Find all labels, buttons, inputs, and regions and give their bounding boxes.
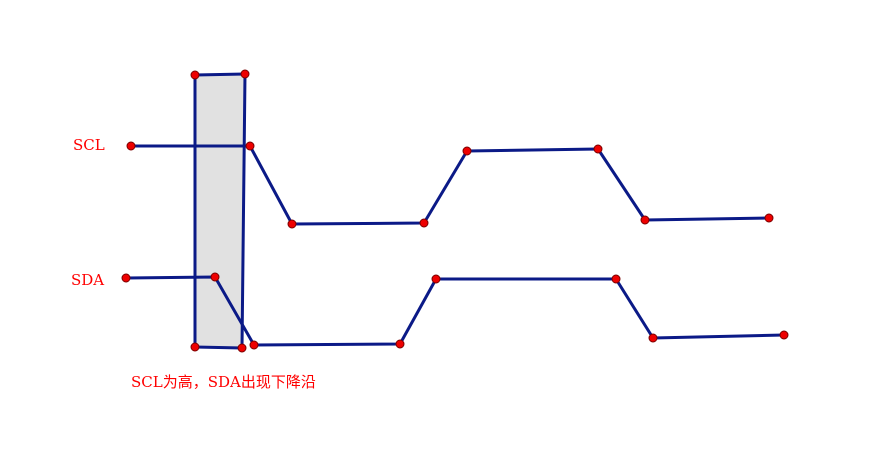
scl-vertex <box>640 215 650 225</box>
sda-waveform <box>124 275 786 347</box>
highlight-corner-point <box>237 343 247 353</box>
waveform-vertices <box>121 69 789 353</box>
sda-vertex <box>779 330 789 340</box>
sda-vertex <box>431 274 441 284</box>
sda-vertex <box>648 333 658 343</box>
scl-vertex <box>764 213 774 223</box>
scl-waveform <box>129 144 771 226</box>
scl-vertex <box>593 144 603 154</box>
sda-vertex <box>395 339 405 349</box>
scl-vertex <box>287 219 297 229</box>
scl-label: SCL <box>73 136 105 154</box>
scl-vertex <box>419 218 429 228</box>
highlight-corner-point <box>190 70 200 80</box>
sda-vertex <box>210 272 220 282</box>
highlight-corner-point <box>240 69 250 79</box>
sda-vertex <box>121 273 131 283</box>
scl-vertex <box>126 141 136 151</box>
scl-vertex <box>245 141 255 151</box>
sda-label: SDA <box>71 271 104 289</box>
scl-vertex <box>462 146 472 156</box>
caption-label: SCL为高，SDA出现下降沿 <box>131 373 316 391</box>
highlight-corner-point <box>190 342 200 352</box>
sda-vertex <box>249 340 259 350</box>
start-condition-highlight <box>193 72 247 350</box>
sda-vertex <box>611 274 621 284</box>
